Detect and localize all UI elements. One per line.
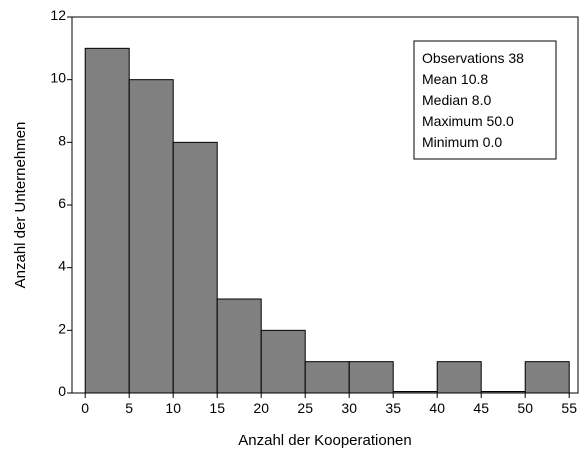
stats-box: Observations 38 Mean 10.8 Median 8.0 Maximu… — [413, 40, 557, 160]
histogram-bar — [304, 361, 350, 394]
stats-line: Mean 10.8 — [422, 71, 488, 87]
x-tick-label: 35 — [385, 400, 401, 416]
x-axis-title: Anzahl der Kooperationen — [238, 432, 411, 449]
x-tick-label: 0 — [81, 400, 89, 416]
y-tick-label: 12 — [50, 7, 66, 23]
histogram-bar — [172, 141, 218, 394]
y-tick-label: 6 — [58, 195, 66, 211]
stats-line: Maximum 50.0 — [422, 113, 514, 129]
x-tick-label: 5 — [125, 400, 133, 416]
x-tick-label: 45 — [473, 400, 489, 416]
x-tick-label: 25 — [297, 400, 313, 416]
y-tick-label: 8 — [58, 132, 66, 148]
histogram-bar — [348, 361, 394, 394]
y-tick-label: 4 — [58, 258, 66, 274]
x-tick-label: 30 — [341, 400, 357, 416]
x-tick-label: 10 — [165, 400, 181, 416]
bars-group — [84, 47, 570, 394]
stats-line: Median 8.0 — [422, 92, 491, 108]
histogram-bar — [84, 47, 130, 394]
histogram-bar — [524, 361, 570, 394]
x-tick-label: 55 — [561, 400, 577, 416]
x-axis: 0 5 10 15 20 25 30 35 40 45 50 55 — [81, 393, 577, 416]
x-tick-label: 50 — [517, 400, 533, 416]
histogram-bar — [128, 79, 174, 394]
y-tick-label: 0 — [58, 383, 66, 399]
histogram-bar — [260, 329, 306, 394]
stats-lines: Observations 38 Mean 10.8 Median 8.0 Maximu… — [422, 50, 524, 150]
stats-box-frame — [413, 40, 557, 160]
histogram-bar — [216, 298, 262, 394]
x-tick-label: 40 — [429, 400, 445, 416]
y-tick-label: 2 — [58, 320, 66, 336]
stats-line: Observations 38 — [422, 50, 524, 66]
x-tick-label: 20 — [253, 400, 269, 416]
y-axis: 0 2 4 6 8 10 12 — [50, 7, 72, 399]
histogram-bar — [436, 361, 482, 394]
y-axis-title: Anzahl der Unternehmen — [12, 122, 29, 289]
x-tick-label: 15 — [209, 400, 225, 416]
y-tick-label: 10 — [50, 70, 66, 86]
stats-line: Minimum 0.0 — [422, 134, 502, 150]
